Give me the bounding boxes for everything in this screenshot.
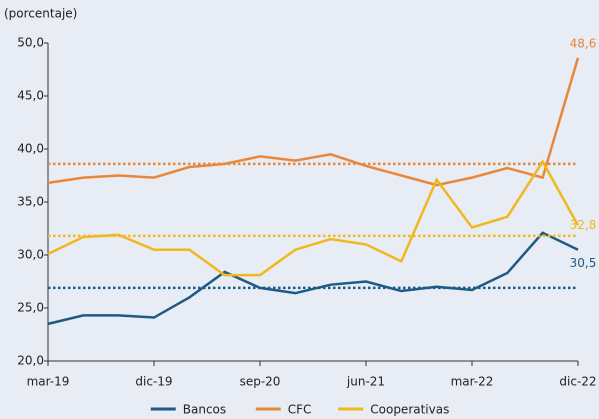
series-line	[47, 159, 580, 277]
y-tick-label: 50,0	[17, 36, 44, 50]
x-tick-label: mar-22	[451, 375, 494, 389]
x-tick-label: jun-21	[346, 375, 385, 389]
y-tick-label: 20,0	[17, 354, 44, 368]
legend-label: Bancos	[183, 403, 226, 417]
y-axis-label: (porcentaje)	[4, 7, 77, 21]
x-tick-label: sep-20	[240, 375, 281, 389]
legend-label: CFC	[288, 403, 312, 417]
data-label: 48,6	[570, 36, 597, 50]
x-tick-label: dic-19	[135, 375, 172, 389]
y-tick-label: 25,0	[17, 301, 44, 315]
x-tick-label: dic-22	[559, 375, 596, 389]
legend-label: Cooperativas	[370, 403, 449, 417]
series-line	[47, 57, 580, 187]
y-tick-label: 40,0	[17, 142, 44, 156]
y-tick-label: 45,0	[17, 89, 44, 103]
x-tick-label: mar-19	[27, 375, 70, 389]
y-tick-label: 30,0	[17, 248, 44, 262]
y-tick-label: 35,0	[17, 195, 44, 209]
data-label: 32,8	[570, 218, 597, 232]
series-line	[47, 231, 579, 326]
data-label: 30,5	[570, 256, 597, 270]
